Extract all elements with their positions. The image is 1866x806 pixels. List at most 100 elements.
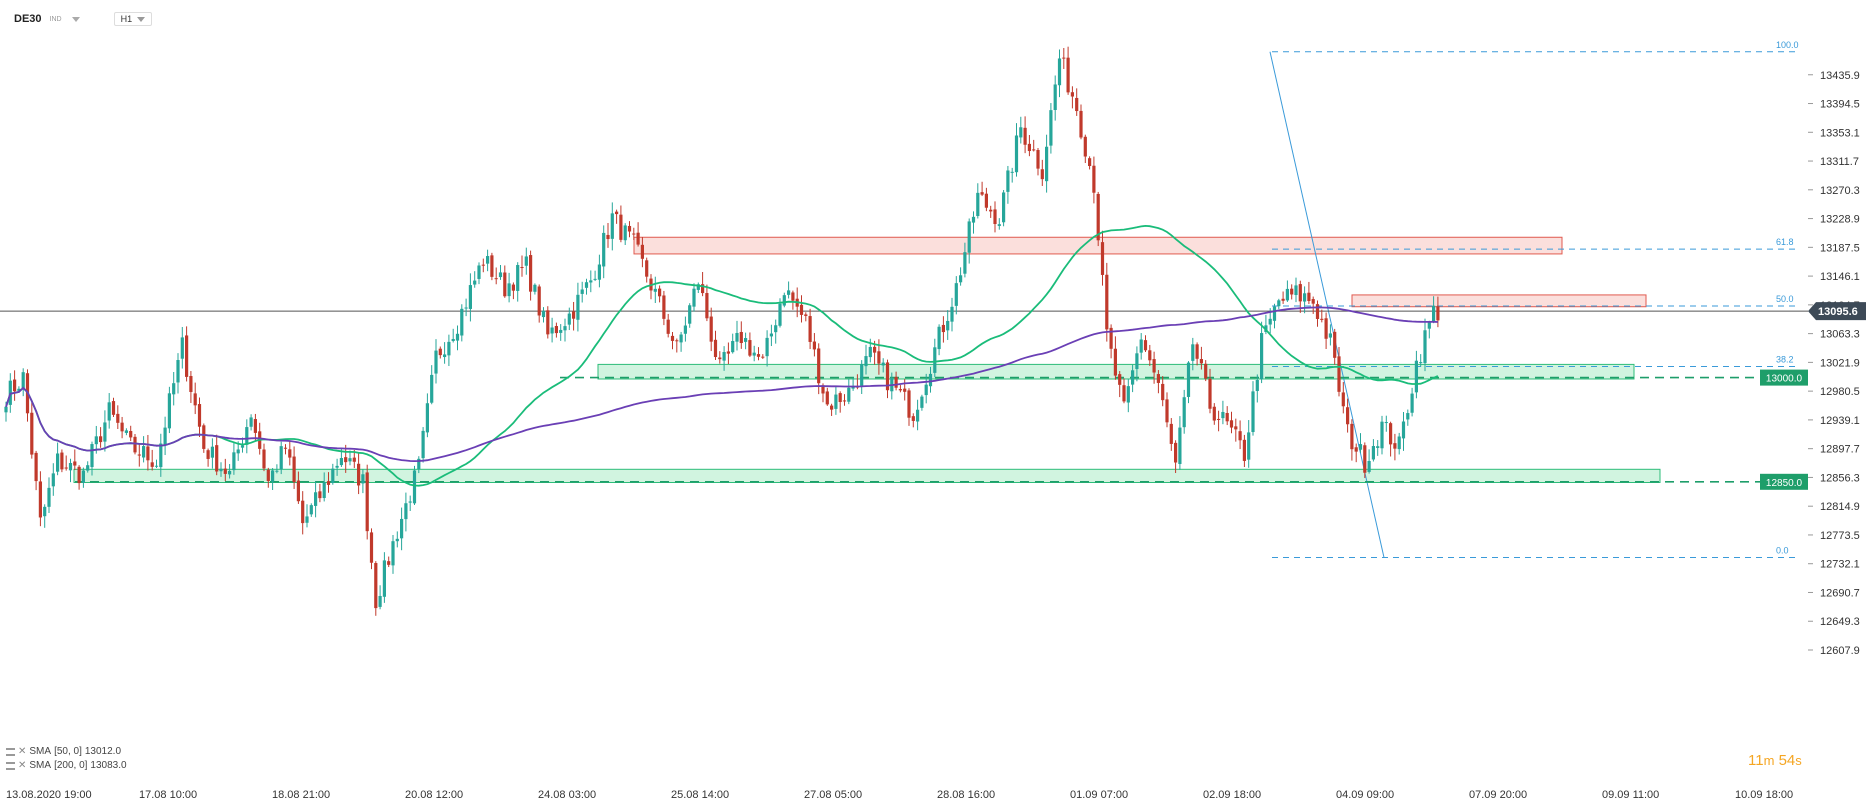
candle [688, 303, 692, 328]
candle-body [825, 391, 829, 405]
candle [705, 284, 709, 322]
candle-body [1320, 318, 1324, 320]
candle [898, 385, 902, 393]
candle-body [339, 458, 343, 466]
candle-body [133, 436, 137, 453]
candle [1053, 75, 1057, 121]
candle [322, 472, 326, 502]
timeframe-dropdown-icon [137, 16, 146, 22]
symbol-name[interactable]: DE30 [14, 13, 42, 25]
candle-body [223, 468, 227, 474]
candle [666, 313, 670, 338]
candle [1221, 400, 1225, 425]
candle [739, 321, 743, 349]
legend-item-sma50[interactable]: ✕ SMA [50, 0] 13012.0 [6, 745, 127, 759]
candle [348, 450, 352, 466]
candle [498, 265, 503, 280]
candle [830, 403, 834, 416]
candle-body [860, 364, 864, 386]
candle [967, 218, 971, 264]
candle-body [400, 518, 404, 539]
candle [1234, 418, 1238, 442]
candle [421, 427, 425, 463]
candle-body [567, 313, 571, 325]
candle [769, 324, 773, 347]
candle-timer: 11m 54s [1748, 752, 1802, 769]
candle-body [232, 452, 236, 471]
candle [1242, 434, 1246, 468]
candle [1131, 364, 1135, 393]
candle-body [1247, 432, 1251, 460]
candle-body [382, 560, 386, 597]
candle-body [352, 457, 356, 462]
candle [1436, 296, 1440, 328]
settings-lines-icon[interactable] [6, 762, 15, 770]
candle-body [245, 427, 249, 445]
candle-body [1315, 304, 1320, 319]
candle [1169, 418, 1173, 451]
price-tick-label: 12732.1 [1820, 559, 1860, 571]
candle-body [271, 470, 275, 482]
candle-body [1272, 306, 1277, 321]
time-tick-label: 10.09 18:00 [1735, 789, 1793, 801]
candle-body [146, 446, 150, 461]
symbol-dropdown-icon[interactable] [71, 16, 80, 22]
legend-item-sma200[interactable]: ✕ SMA [200, 0] 13083.0 [6, 759, 127, 773]
candle [507, 272, 511, 303]
candle [1260, 321, 1264, 384]
candle [477, 262, 481, 285]
price-tick-label: 13021.9 [1820, 357, 1860, 369]
candle [1100, 230, 1105, 286]
candle-body [425, 403, 429, 433]
candle-body [1036, 149, 1040, 169]
candle-body [1242, 439, 1246, 461]
candle-body [541, 310, 546, 318]
candle [331, 463, 335, 485]
candle-body [1169, 423, 1173, 444]
candle [537, 284, 541, 323]
candle-body [206, 450, 210, 459]
candle-body [658, 288, 662, 297]
candle [653, 276, 657, 303]
candle [731, 333, 735, 354]
legend-value: 13083.0 [90, 760, 127, 771]
candle [111, 397, 116, 417]
timeframe-selector[interactable]: H1 [113, 12, 153, 26]
candle-body [197, 404, 202, 427]
candle-body [189, 376, 193, 392]
candle [176, 353, 180, 394]
candle-body [1358, 444, 1363, 450]
candle-body [236, 449, 240, 454]
candle-body [916, 409, 920, 422]
candle [632, 227, 636, 240]
candle-body [1174, 442, 1178, 463]
candle [172, 371, 176, 406]
candle [1238, 420, 1242, 450]
candle-body [808, 316, 812, 342]
candle [279, 441, 283, 475]
close-icon[interactable]: ✕ [18, 760, 27, 771]
candle-body [877, 351, 881, 364]
candle [395, 531, 399, 548]
legend-value: 13012.0 [84, 746, 122, 757]
legend-name: SMA [29, 760, 52, 771]
timer-minutes: 11 [1748, 752, 1764, 769]
candle [335, 458, 339, 476]
candle [580, 281, 584, 303]
candle [81, 467, 85, 488]
candle-body [821, 385, 825, 394]
settings-lines-icon[interactable] [6, 748, 15, 756]
candle-body [791, 292, 795, 301]
candle-body [954, 283, 958, 306]
candle [301, 491, 305, 535]
candle-body [971, 216, 976, 223]
candle-body [1139, 339, 1143, 353]
candle-body [331, 468, 335, 484]
candle-body [68, 462, 73, 471]
candle [1204, 360, 1208, 382]
candle-body [868, 346, 872, 358]
fib-label: 100.0 [1776, 40, 1799, 50]
candle [443, 342, 447, 364]
close-icon[interactable]: ✕ [18, 746, 27, 757]
